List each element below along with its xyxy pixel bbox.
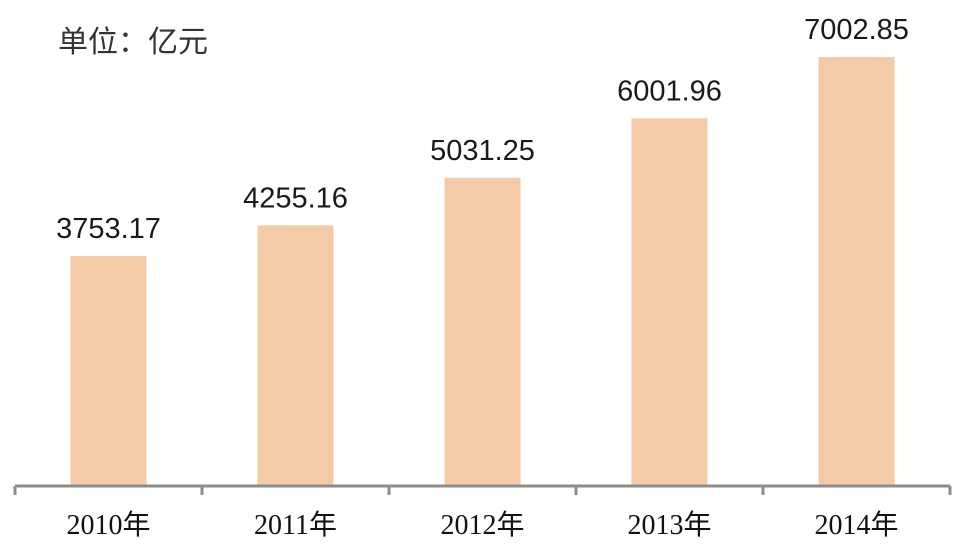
unit-label: 单位：亿元 <box>58 25 208 60</box>
bar <box>70 256 147 486</box>
x-tick-label: 2013年 <box>627 509 711 541</box>
bar <box>818 57 895 486</box>
x-tick-label: 2014年 <box>814 509 898 541</box>
data-label: 6001.96 <box>617 75 722 107</box>
data-label: 3753.17 <box>56 213 161 245</box>
data-label: 4255.16 <box>243 182 348 214</box>
x-axis: 2010年 2011年 2012年 2013年 2014年 <box>13 484 952 541</box>
bar <box>444 177 521 486</box>
x-tick-label: 2010年 <box>66 509 150 541</box>
bar <box>631 118 708 486</box>
data-label: 5031.25 <box>430 135 535 167</box>
x-tick-label: 2011年 <box>254 509 337 541</box>
bars-group: 3753.17 4255.16 5031.25 6001.96 7002.85 <box>56 14 909 486</box>
x-tick-label: 2012年 <box>440 509 524 541</box>
data-label: 7002.85 <box>804 14 909 46</box>
bar <box>257 225 334 486</box>
